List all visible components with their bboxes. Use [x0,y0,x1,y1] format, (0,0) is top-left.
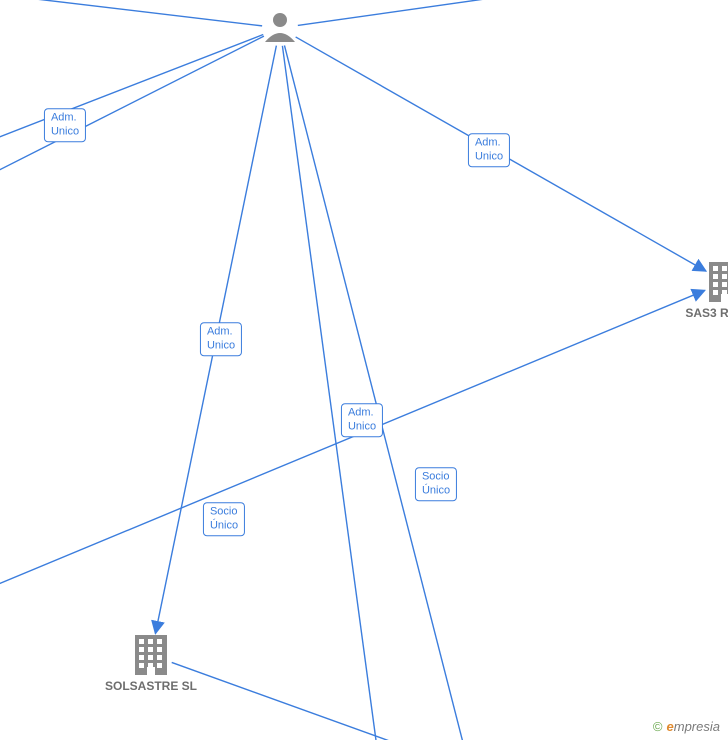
watermark-copy: © [653,719,663,734]
edge-label: Socio Único [203,502,245,536]
edge-label: Adm. Unico [44,108,86,142]
edge-label: Adm. Unico [468,133,510,167]
edge [172,662,470,740]
diagram-canvas: SOLSASTRE SL SAS3 R Adm. Unico Adm. Unico A… [0,0,728,740]
edge [0,35,263,160]
edge [282,46,380,740]
node-label: SOLSASTRE SL [105,679,197,693]
edge-label: Socio Único [415,467,457,501]
person-icon [265,13,295,42]
building-icon [709,262,728,302]
edge [298,0,728,25]
edge [284,45,470,740]
edges-layer [0,0,728,740]
watermark-rest: mpresia [674,719,720,734]
node-label: SAS3 R [685,306,728,320]
edge [0,36,264,200]
edge [0,290,705,600]
watermark: © empresia [653,719,720,734]
watermark-e: e [667,719,674,734]
edge [0,0,262,26]
edge-label: Adm. Unico [200,322,242,356]
edge-label: Adm. Unico [341,403,383,437]
building-icon [135,635,167,675]
